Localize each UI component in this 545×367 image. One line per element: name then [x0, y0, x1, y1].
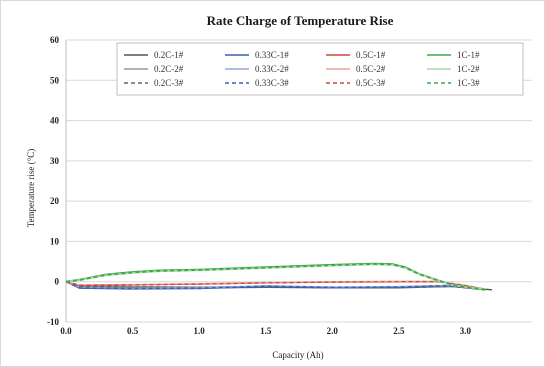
legend-entry: 0.5C-2#	[356, 64, 386, 74]
series-line-1C-3	[65, 263, 486, 291]
legend-entry: 0.33C-2#	[255, 64, 289, 74]
x-tick-label: 1.0	[194, 326, 206, 336]
legend-entry: 0.33C-1#	[255, 50, 289, 60]
y-tick-label: 60	[50, 35, 60, 45]
y-tick-label: 10	[50, 236, 60, 246]
y-tick-label: 0	[55, 277, 60, 287]
y-tick-label: 40	[50, 116, 60, 126]
legend-entry: 0.33C-3#	[255, 78, 289, 88]
x-tick-label: 1.5	[260, 326, 272, 336]
legend-entry: 1C-1#	[457, 50, 480, 60]
x-tick-label: 3.0	[460, 326, 472, 336]
series-line-0_2C-3	[65, 281, 486, 291]
x-tick-label: 0.5	[127, 326, 139, 336]
series-layer	[65, 262, 493, 291]
legend-entry: 1C-3#	[457, 78, 480, 88]
legend-entry: 0.2C-3#	[154, 78, 184, 88]
y-tick-label: 20	[50, 196, 60, 206]
x-axis-label: Capacity (Ah)	[272, 350, 323, 360]
y-axis-label: Temperature rise (°C)	[26, 149, 36, 227]
series-line-0_5C-3	[65, 281, 486, 291]
y-tick-label: 50	[50, 75, 60, 85]
legend-entry: 0.2C-2#	[154, 64, 184, 74]
x-tick-label: 0.0	[60, 326, 72, 336]
legend: 0.2C-1# 0.2C-2# 0.2C-3# 0.33C-1# 0.33C-2# 0.3…	[116, 42, 524, 96]
legend-entry: 1C-2#	[457, 64, 480, 74]
chart-title: Rate Charge of Temperature Rise	[207, 13, 394, 28]
legend-box	[116, 42, 524, 96]
legend-entry: 0.2C-1#	[154, 50, 184, 60]
x-tick-label: 2.0	[327, 326, 339, 336]
y-tick-label: -10	[47, 317, 59, 327]
x-tick-label: 2.5	[393, 326, 405, 336]
y-tick-label: 30	[50, 156, 60, 166]
series-line-0_33C-3	[65, 281, 486, 291]
legend-entry: 0.5C-1#	[356, 50, 386, 60]
tick-labels: 0.0 0.5 1.0 1.5 2.0 2.5 3.0 -10 0 10 20 30 40 50 60	[47, 35, 472, 336]
legend-entry: 0.5C-3#	[356, 78, 386, 88]
